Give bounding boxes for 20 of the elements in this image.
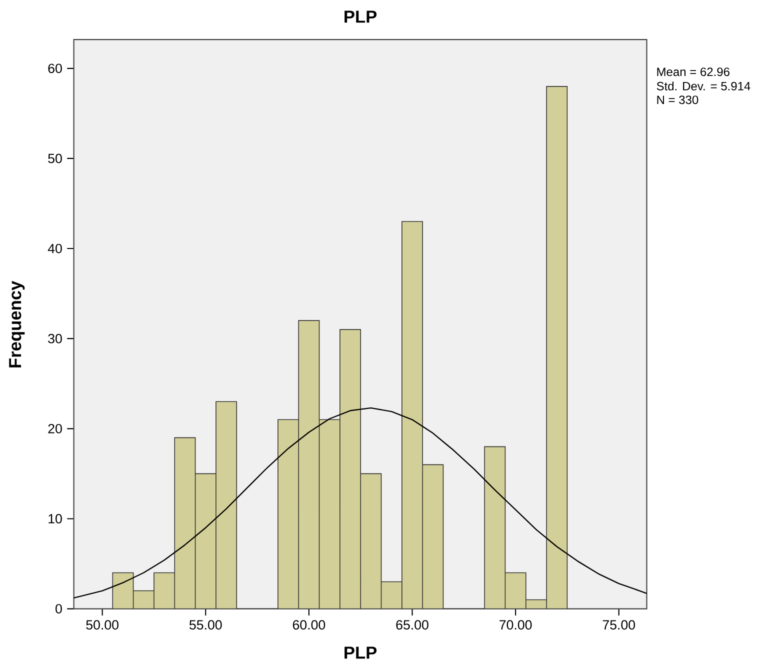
line-series (74, 407, 647, 599)
y-tick-label: 30 (48, 334, 62, 344)
chart-title: PLP (344, 10, 377, 23)
x-tick-label: 50.00 (86, 620, 118, 630)
x-tick-label: 70.00 (500, 620, 532, 630)
y-tick-label: 60 (48, 64, 62, 74)
x-axis-title: PLP (344, 646, 377, 659)
x-tick-label: 65.00 (396, 620, 428, 630)
text: Mean = 62.96 (657, 68, 730, 76)
x-tick-label: 75.00 (602, 620, 636, 630)
y-tick-label: 10 (48, 514, 62, 524)
x-tick-label: 60.00 (292, 620, 326, 630)
y-tick-label: 0 (56, 604, 62, 614)
x-tick-label: 55.00 (189, 620, 222, 630)
text: N = 330 (657, 96, 698, 104)
text: Std. Dev. = 5.914 (656, 82, 750, 90)
y-tick-label: 20 (48, 424, 62, 434)
y-tick-label: 40 (48, 244, 62, 254)
y-tick-label: 50 (48, 154, 62, 164)
y-axis-title: Frequency (9, 280, 25, 368)
